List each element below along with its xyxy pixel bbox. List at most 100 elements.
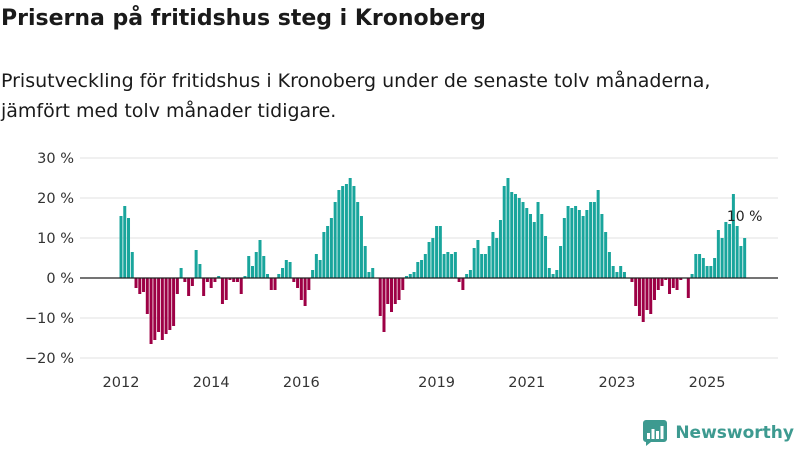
x-axis-labels: 2012 2014 2016 2019 2021 2023 2025 — [103, 375, 726, 391]
bar-negative — [386, 278, 390, 304]
bar-positive — [344, 184, 348, 278]
bar-positive — [420, 260, 424, 278]
bar-positive — [127, 218, 131, 278]
bar-positive — [251, 266, 254, 278]
bar-positive — [698, 254, 702, 278]
bar-positive — [243, 276, 247, 278]
bar-positive — [735, 226, 739, 278]
y-tick-label: 0 % — [46, 271, 74, 287]
bar-positive — [412, 272, 416, 278]
bar-negative — [273, 278, 277, 290]
bar-positive — [262, 256, 266, 278]
bars — [119, 178, 747, 344]
bar-negative — [292, 278, 296, 282]
bar-positive — [468, 270, 472, 278]
bar-negative — [401, 278, 405, 290]
y-tick-label: 30 % — [37, 151, 74, 167]
bar-positive — [743, 238, 747, 278]
bar-negative — [239, 278, 243, 294]
bar-negative — [652, 278, 656, 300]
bar-negative — [656, 278, 660, 290]
bar-negative — [213, 278, 217, 282]
bar-positive — [130, 252, 134, 278]
bar-positive — [615, 272, 619, 278]
bar-negative — [296, 278, 300, 288]
y-tick-label: −20 % — [25, 351, 74, 367]
bar-positive — [581, 216, 585, 278]
bar-positive — [281, 268, 285, 278]
bar-positive — [311, 270, 315, 278]
bar-positive — [194, 250, 198, 278]
bar-positive — [566, 206, 570, 278]
bar-positive — [431, 238, 435, 278]
bar-negative — [634, 278, 638, 306]
x-tick-label: 2016 — [283, 375, 320, 391]
bar-positive — [604, 232, 608, 278]
bar-negative — [149, 278, 153, 344]
bar-positive — [453, 252, 457, 278]
bar-positive — [589, 202, 593, 278]
bar-positive — [288, 262, 292, 278]
bar-positive — [540, 214, 544, 278]
newsworthy-logo-icon — [643, 420, 668, 446]
bar-positive — [352, 186, 356, 278]
bar-positive — [513, 194, 517, 278]
bar-positive — [547, 268, 551, 278]
bar-positive — [416, 262, 420, 278]
bar-positive — [367, 272, 371, 278]
bar-negative — [461, 278, 465, 290]
bar-positive — [607, 252, 611, 278]
bar-positive — [701, 258, 705, 278]
bar-positive — [544, 236, 548, 278]
bar-negative — [397, 278, 401, 300]
bar-negative — [220, 278, 224, 304]
bar-positive — [333, 202, 337, 278]
bar-positive — [405, 276, 409, 278]
bar-positive — [690, 274, 694, 278]
bar-negative — [202, 278, 206, 296]
bar-positive — [577, 210, 581, 278]
bar-positive — [438, 226, 442, 278]
bar-positive — [619, 266, 623, 278]
bar-positive — [525, 208, 529, 278]
bar-negative — [457, 278, 461, 282]
bar-positive — [536, 202, 540, 278]
bar-positive — [495, 238, 499, 278]
bar-positive — [277, 274, 281, 278]
bar-positive — [529, 214, 533, 278]
gridlines — [80, 157, 778, 359]
x-tick-label: 2021 — [508, 375, 545, 391]
bar-negative — [679, 278, 683, 280]
bar-positive — [555, 270, 559, 278]
bar-positive — [348, 178, 352, 278]
bar-negative — [660, 278, 664, 286]
bar-positive — [337, 190, 341, 278]
bar-negative — [164, 278, 168, 334]
bar-negative — [172, 278, 176, 326]
bar-negative — [145, 278, 149, 314]
bar-positive — [731, 194, 735, 278]
bar-negative — [142, 278, 146, 292]
bar-positive — [198, 264, 202, 278]
bar-negative — [187, 278, 191, 296]
bar-negative — [641, 278, 645, 322]
bar-negative — [668, 278, 672, 294]
bar-positive — [450, 254, 454, 278]
x-tick-label: 2019 — [418, 375, 455, 391]
bar-negative — [235, 278, 239, 282]
y-axis-labels: 30 % 20 % 10 % 0 % −10 % −20 % — [25, 151, 74, 367]
bar-positive — [517, 198, 521, 278]
bar-positive — [476, 240, 480, 278]
bar-positive — [483, 254, 487, 278]
latest-value-label: 10 % — [727, 209, 763, 225]
bar-negative — [183, 278, 187, 282]
bar-positive — [480, 254, 484, 278]
bar-negative — [205, 278, 209, 282]
bar-negative — [630, 278, 634, 282]
bar-negative — [228, 278, 232, 280]
bar-negative — [269, 278, 273, 290]
bar-positive — [585, 210, 589, 278]
bar-positive — [326, 226, 330, 278]
bar-positive — [329, 218, 333, 278]
bar-positive — [611, 266, 615, 278]
